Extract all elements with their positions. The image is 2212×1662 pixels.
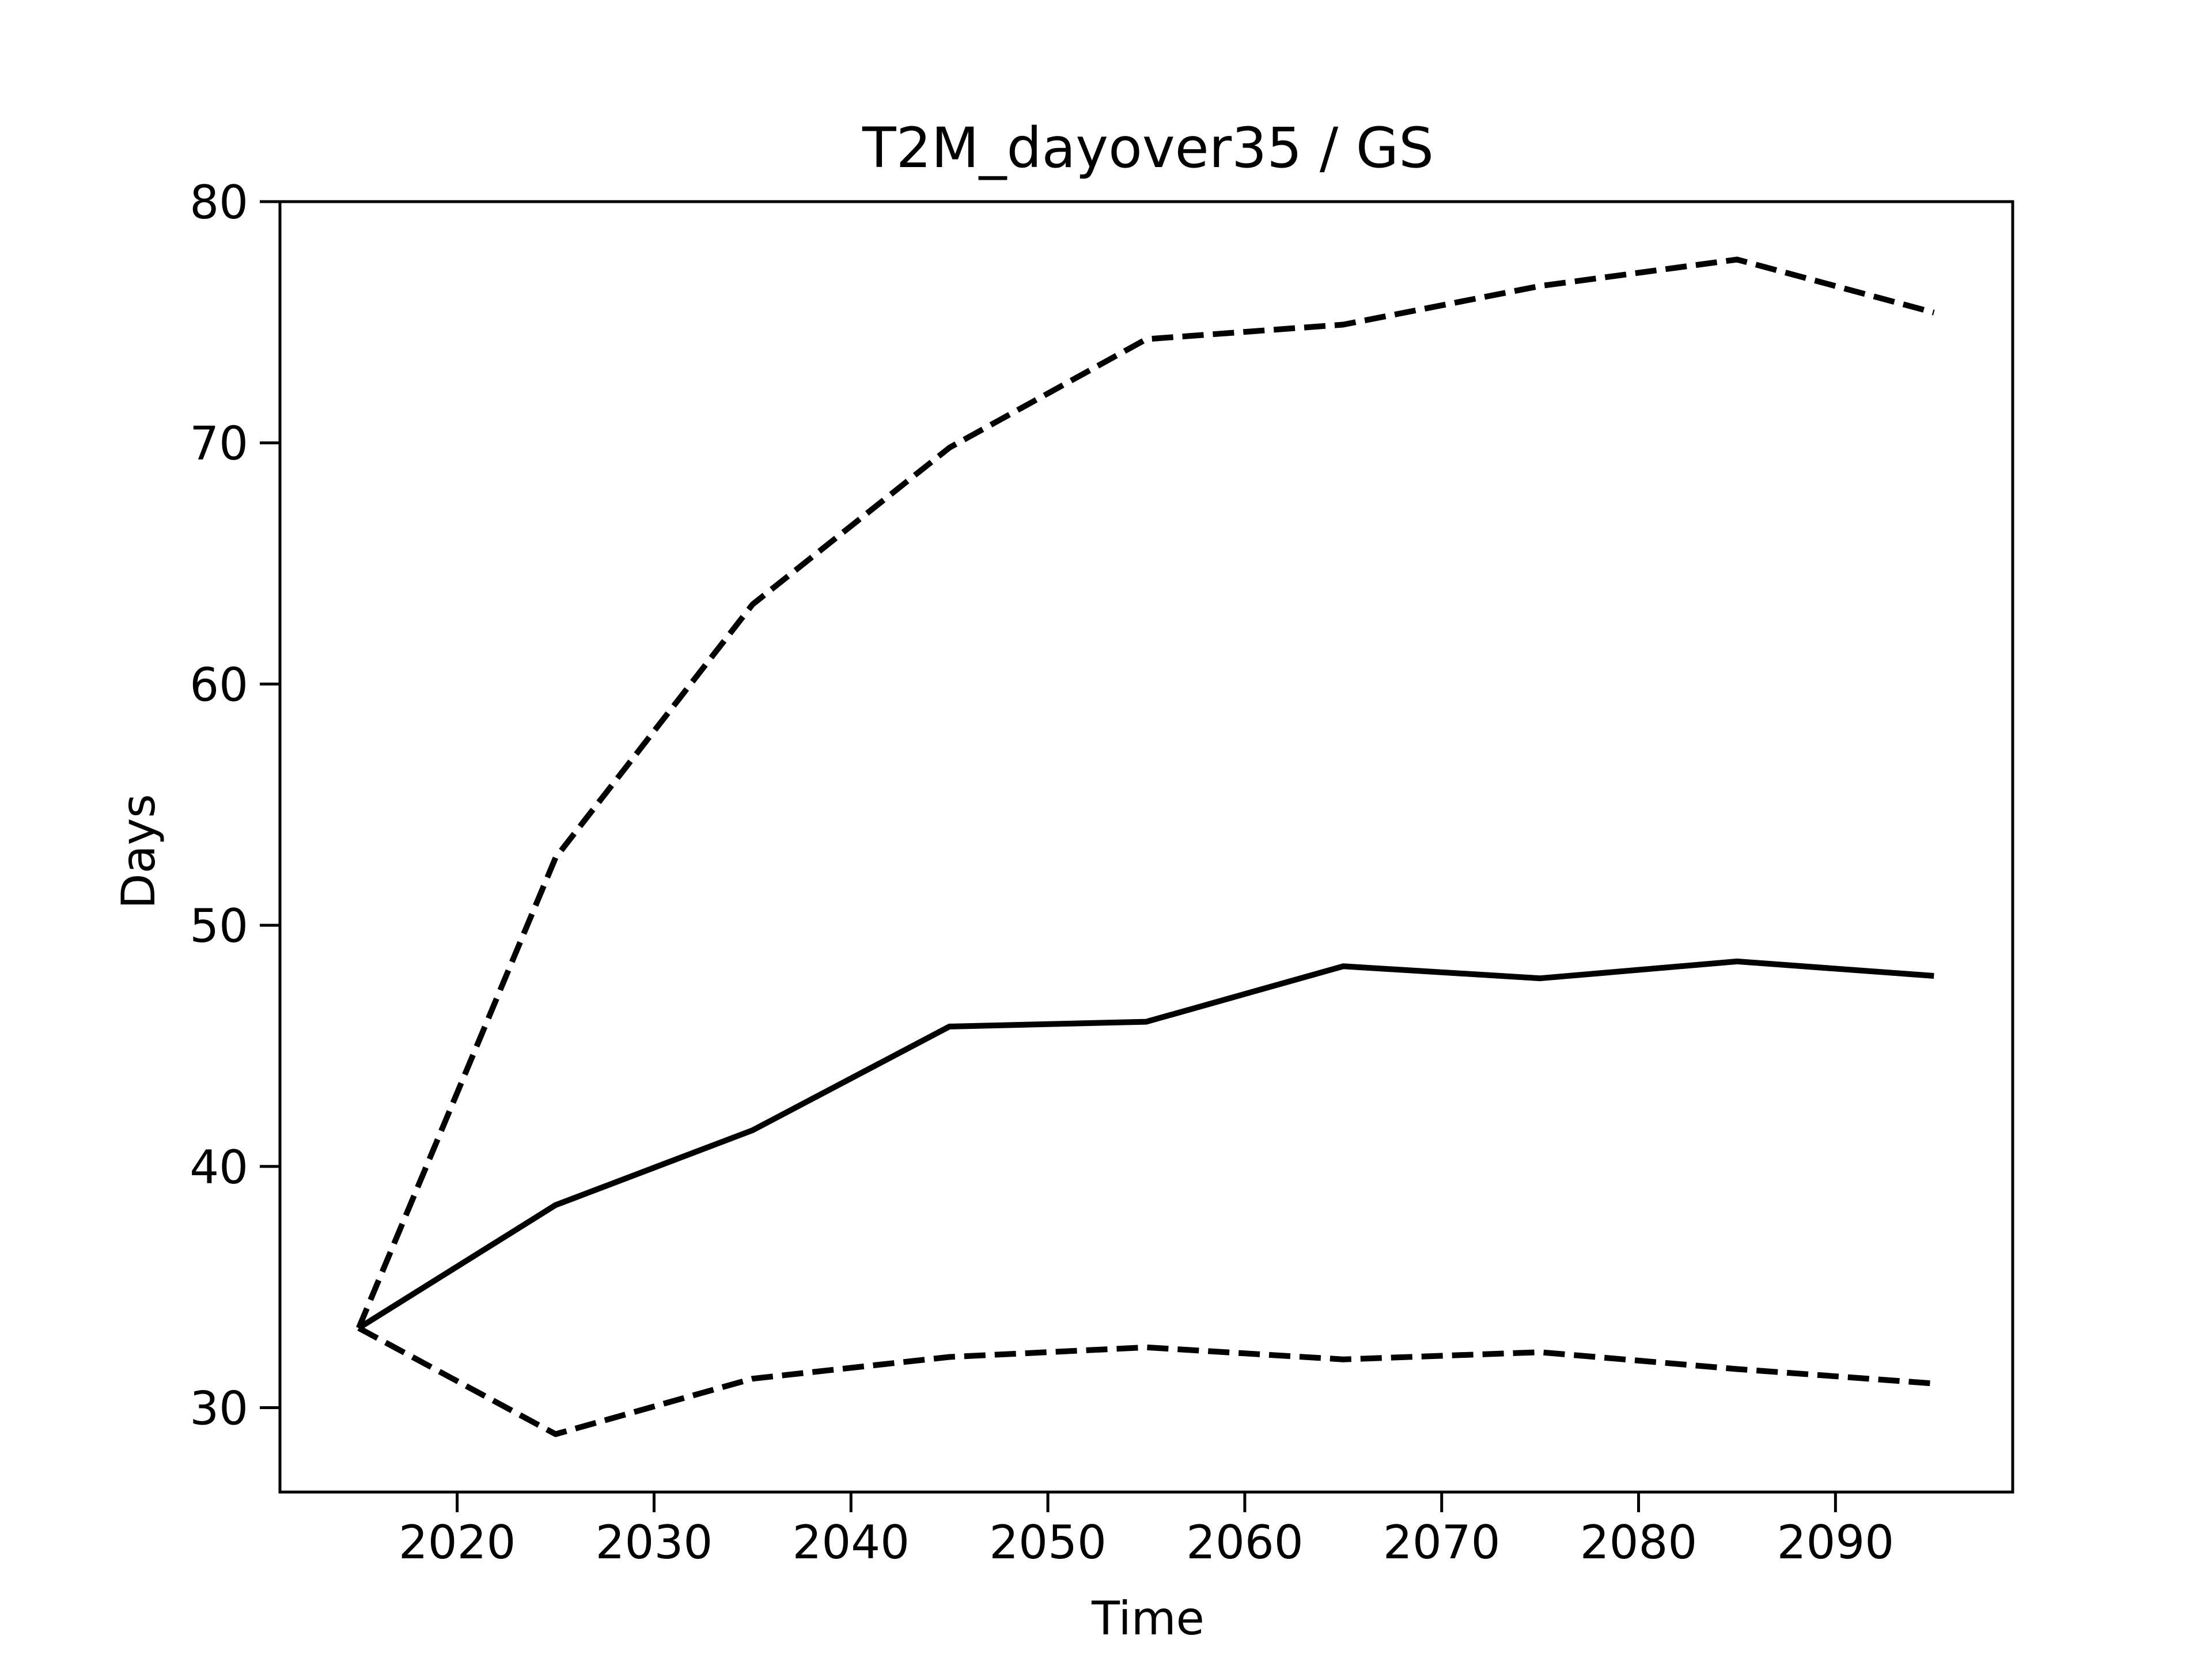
- x-tick-label: 2090: [1777, 1516, 1895, 1569]
- x-tick-label: 2020: [399, 1516, 516, 1569]
- plot-area: 2020 2030 2040 2050 2060 2070 2080 2090 30 40 50 60…: [190, 176, 2014, 1569]
- y-axis-label: Days: [112, 794, 165, 909]
- series-line-2: [356, 256, 1935, 1330]
- x-tick-label: 2040: [792, 1516, 910, 1569]
- chart-title: T2M_dayover35 / GS: [862, 116, 1434, 180]
- y-tick-label: 50: [190, 899, 248, 953]
- y-tick-label: 40: [190, 1141, 248, 1194]
- x-tick-label: 2080: [1580, 1516, 1698, 1569]
- x-tick-label: 2060: [1186, 1516, 1304, 1569]
- x-tick-label: 2070: [1383, 1516, 1501, 1569]
- plot-frame: [278, 200, 2014, 1494]
- x-axis-label: Time: [1091, 1592, 1205, 1645]
- x-tick-label: 2050: [989, 1516, 1107, 1569]
- y-tick-label: 60: [190, 658, 248, 711]
- y-tick-label: 80: [190, 176, 248, 229]
- series-line-3: [357, 1325, 1934, 1437]
- x-tick-label: 2030: [596, 1516, 713, 1569]
- series-line-1: [357, 958, 1934, 1331]
- y-tick-label: 70: [190, 417, 248, 471]
- y-tick-label: 30: [190, 1381, 248, 1435]
